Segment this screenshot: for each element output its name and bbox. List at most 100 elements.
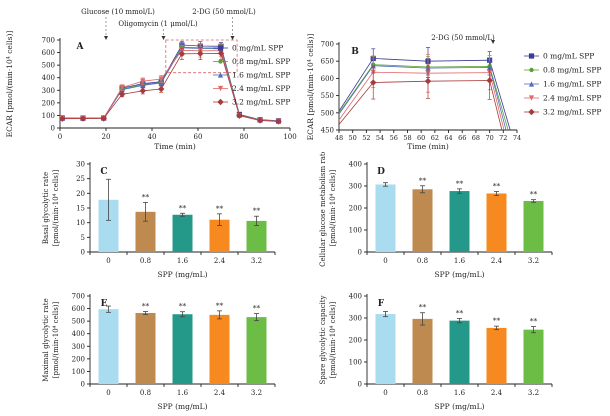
axes [336, 42, 517, 131]
panel-letter: E [101, 299, 108, 309]
error-bar [106, 305, 111, 313]
injection-annotation: 2-DG (50 mmol/L) [431, 34, 495, 44]
chart-text: 100 [349, 227, 362, 235]
chart-text: 500 [321, 109, 334, 117]
significance-marker: ** [456, 179, 464, 188]
diamond-marker [424, 77, 432, 85]
category-label: 0 [383, 389, 387, 397]
chart-text: 25 [76, 175, 85, 183]
category-label: 2.4 [491, 389, 503, 397]
down-arrow-icon [230, 36, 235, 40]
category-label: 0.8 [140, 257, 151, 265]
diamond-marker [256, 117, 264, 124]
series-0 [338, 47, 511, 131]
diamond-marker [217, 50, 225, 57]
diamond-marker [370, 79, 377, 86]
panel-f-spare-glycolytic-capacity: 0 100 200 300 400 0 0.8 1.6 2.4 3.2 SPP (mg/mL) Spa… [312, 284, 600, 416]
category-label: 0.8 [417, 389, 428, 397]
triangle-up-marker [528, 81, 535, 87]
chart-text: 10 [76, 219, 85, 227]
panel-c-chart: 0 5 10 15 20 25 30 0 0.8 1.6 2.4 3.2 SPP (mg/mL) Basa… [42, 161, 276, 279]
chart-text: 600 [42, 49, 55, 57]
chart-text: 0 [51, 125, 55, 133]
triangle-down-marker [140, 78, 146, 84]
chart-text: 0 [358, 381, 362, 389]
legend-label: 2.4 mg/mL SPP [543, 94, 601, 103]
chart-text: 600 [321, 75, 334, 83]
chart-text: 60 [194, 133, 203, 141]
y-axis-label: ECAR [pmol/(min·10⁴ cells)] [5, 31, 14, 138]
chart-text: 400 [72, 330, 85, 338]
chart-text: 100 [72, 368, 85, 376]
chart-text: 15 [76, 205, 85, 213]
triangle-down-marker [528, 95, 535, 101]
triangle-down-marker [217, 85, 224, 92]
legend-label: 0 mg/mL SPP [543, 52, 594, 61]
bar-0.8: ** [412, 176, 433, 252]
chart-text: 700 [42, 37, 55, 45]
diamond-marker [217, 98, 224, 106]
diamond-marker [139, 87, 146, 94]
y-axis-label: Cellular glucose metabolism rate [319, 152, 327, 267]
legend-label: 1.6 mg/mL SPP [543, 80, 601, 89]
chart-text: 650 [321, 58, 334, 66]
panel-letter: F [378, 299, 385, 309]
chart-text: 500 [72, 318, 85, 326]
significance-marker: ** [216, 301, 224, 310]
chart-text: 30 [76, 161, 85, 169]
category-label: 3.2 [528, 257, 539, 265]
panel-b-ecar-zoom: 450 500 550 600 650 700 48 50 52 54 56 58 60 62 64 66 68… [305, 2, 610, 152]
chart-text: 200 [42, 99, 55, 107]
y-axis-label: [pmol/(min·10⁴ cells)] [52, 301, 60, 378]
bar-1.6: ** [172, 302, 193, 384]
category-label: 1.6 [177, 257, 189, 265]
legend-label: 2.4 mg/mL SPP [232, 84, 290, 93]
square-marker [528, 53, 535, 59]
panel-letter: D [377, 167, 385, 177]
panel-letter: C [100, 167, 107, 177]
bar-0 [98, 305, 119, 384]
y-axis-label: [pmol/(min·10⁴ cells)] [329, 301, 337, 378]
error-bar [457, 188, 462, 194]
diamond-marker [79, 115, 87, 122]
chart-text: 600 [72, 305, 85, 313]
error-bar [383, 182, 388, 187]
panel-a-ecar-timecourse: 0 100 200 300 400 500 600 700 0 20 40 60 80 100 Time (… [0, 2, 305, 152]
bar-3.2: ** [523, 190, 544, 252]
category-label: 0 [106, 389, 110, 397]
x-axis-label: SPP (mg/mL) [435, 402, 485, 411]
bar-0 [375, 310, 396, 384]
diamond-marker [59, 115, 66, 122]
panel-b-chart: 450 500 550 600 650 700 48 50 52 54 56 58 60 62 64 66 68… [306, 34, 601, 151]
chart-text: 66 [458, 134, 466, 142]
category-label: 0.8 [140, 389, 151, 397]
chart-text: 0 [81, 381, 85, 389]
chart-text: 0 [81, 249, 85, 257]
chart-text: 300 [349, 183, 362, 191]
category-label: 0 [106, 257, 110, 265]
bar-1.6: ** [449, 179, 470, 252]
bar-2.4: ** [486, 316, 507, 384]
category-label: 2.4 [214, 257, 226, 265]
category-label: 2.4 [491, 257, 503, 265]
panel-d-chart: 0 100 200 300 400 0 0.8 1.6 2.4 3.2 SPP (mg/mL) Cel… [319, 149, 553, 279]
chart-text: 500 [42, 62, 55, 70]
x-axis-label: SPP (mg/mL) [158, 270, 208, 279]
category-label: 1.6 [454, 257, 466, 265]
chart-text: 72 [499, 134, 507, 142]
chart-text: 20 [76, 190, 85, 198]
y-axis-label: Maximal glycolytic rate [42, 298, 50, 381]
category-label: 0 [383, 257, 387, 265]
bar-0.8: ** [135, 192, 156, 252]
chart-text: 450 [321, 127, 334, 135]
bar-3.2: ** [523, 317, 544, 384]
panel-e-chart: 0 100 200 300 400 500 600 700 0 0.8 1.6 2.4 3.2 SPP (… [42, 293, 276, 411]
panel-letter: B [351, 47, 359, 57]
significance-marker: ** [253, 206, 261, 215]
chart-text: 54 [376, 134, 384, 142]
bar-0 [375, 182, 396, 252]
error-bar [143, 202, 148, 222]
error-bar [494, 191, 499, 196]
x-ticks [89, 384, 276, 387]
y-axis-label: [pmol/(min·10⁴ cells)] [329, 169, 337, 246]
